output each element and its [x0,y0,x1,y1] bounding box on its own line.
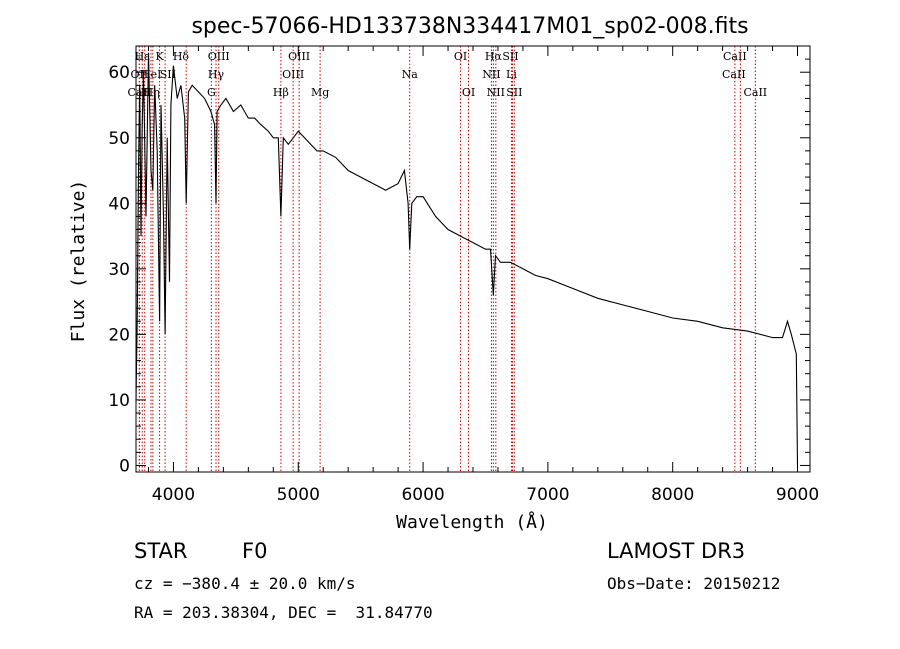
x-tick-label: 5000 [277,485,320,505]
line-label-27: CaII [743,86,767,99]
line-label-5: Hη [144,86,160,99]
spectrum-series-line [135,52,799,466]
y-tick-label: 30 [108,260,130,280]
line-label-3: H [141,86,151,99]
survey-name: LAMOST DR3 [607,539,746,563]
y-tick-label: 0 [119,456,130,476]
line-label-11: G [207,86,216,99]
x-tick-label: 7000 [526,485,569,505]
x-tick-label: 8000 [651,485,694,505]
y-tick-label: 50 [108,129,130,149]
line-label-24: SII [506,86,522,99]
object-class: STAR [134,539,188,563]
x-tick-label: 6000 [401,485,444,505]
line-label-14: OIII [282,68,304,81]
line-label-23: Li [506,68,517,81]
line-label-19: Hα [485,50,503,63]
observation-date: Obs−Date: 20150212 [607,574,781,593]
line-label-17: OI [454,50,467,63]
line-label-8: Hδ [173,50,190,63]
line-label-26: CaII [722,68,746,81]
line-label-9: OIII [208,50,230,63]
line-label-4: HeI [141,68,161,81]
redshift-velocity: cz = −380.4 ± 20.0 km/s [134,574,356,593]
chart-title: spec-57066-HD133738N334417M01_sp02-008.f… [191,14,748,39]
line-label-25: CaII [723,50,747,63]
line-label-20: NII [482,68,500,81]
line-label-2: Hε [135,50,151,63]
y-tick-label: 20 [108,325,130,345]
line-label-10: Hγ [208,68,225,81]
plot-frame [135,45,811,473]
y-axis-label: Flux (relative) [68,180,89,343]
coordinates: RA = 203.38304, DEC = 31.84770 [134,603,433,622]
line-label-6: K [155,50,164,63]
object-subclass: F0 [242,539,268,563]
line-label-16: Na [402,68,419,81]
x-tick-label: 4000 [152,485,195,505]
line-label-21: NII [487,86,505,99]
y-tick-label: 40 [108,194,130,214]
x-tick-label: 9000 [776,485,819,505]
line-label-7: SII [160,68,176,81]
y-tick-label: 10 [108,391,130,411]
y-tick-label: 60 [108,63,130,83]
x-axis-label: Wavelength (Å) [396,511,548,533]
line-label-12: Hβ [273,86,289,99]
line-label-13: OIII [288,50,310,63]
line-label-15: Mg [311,86,329,99]
line-label-22: SII [502,50,518,63]
line-label-18: OI [462,86,475,99]
axis-ticks: 4000 5000 6000 7000 8000 9000 0 10 20 30 40 50 60 [108,46,819,505]
